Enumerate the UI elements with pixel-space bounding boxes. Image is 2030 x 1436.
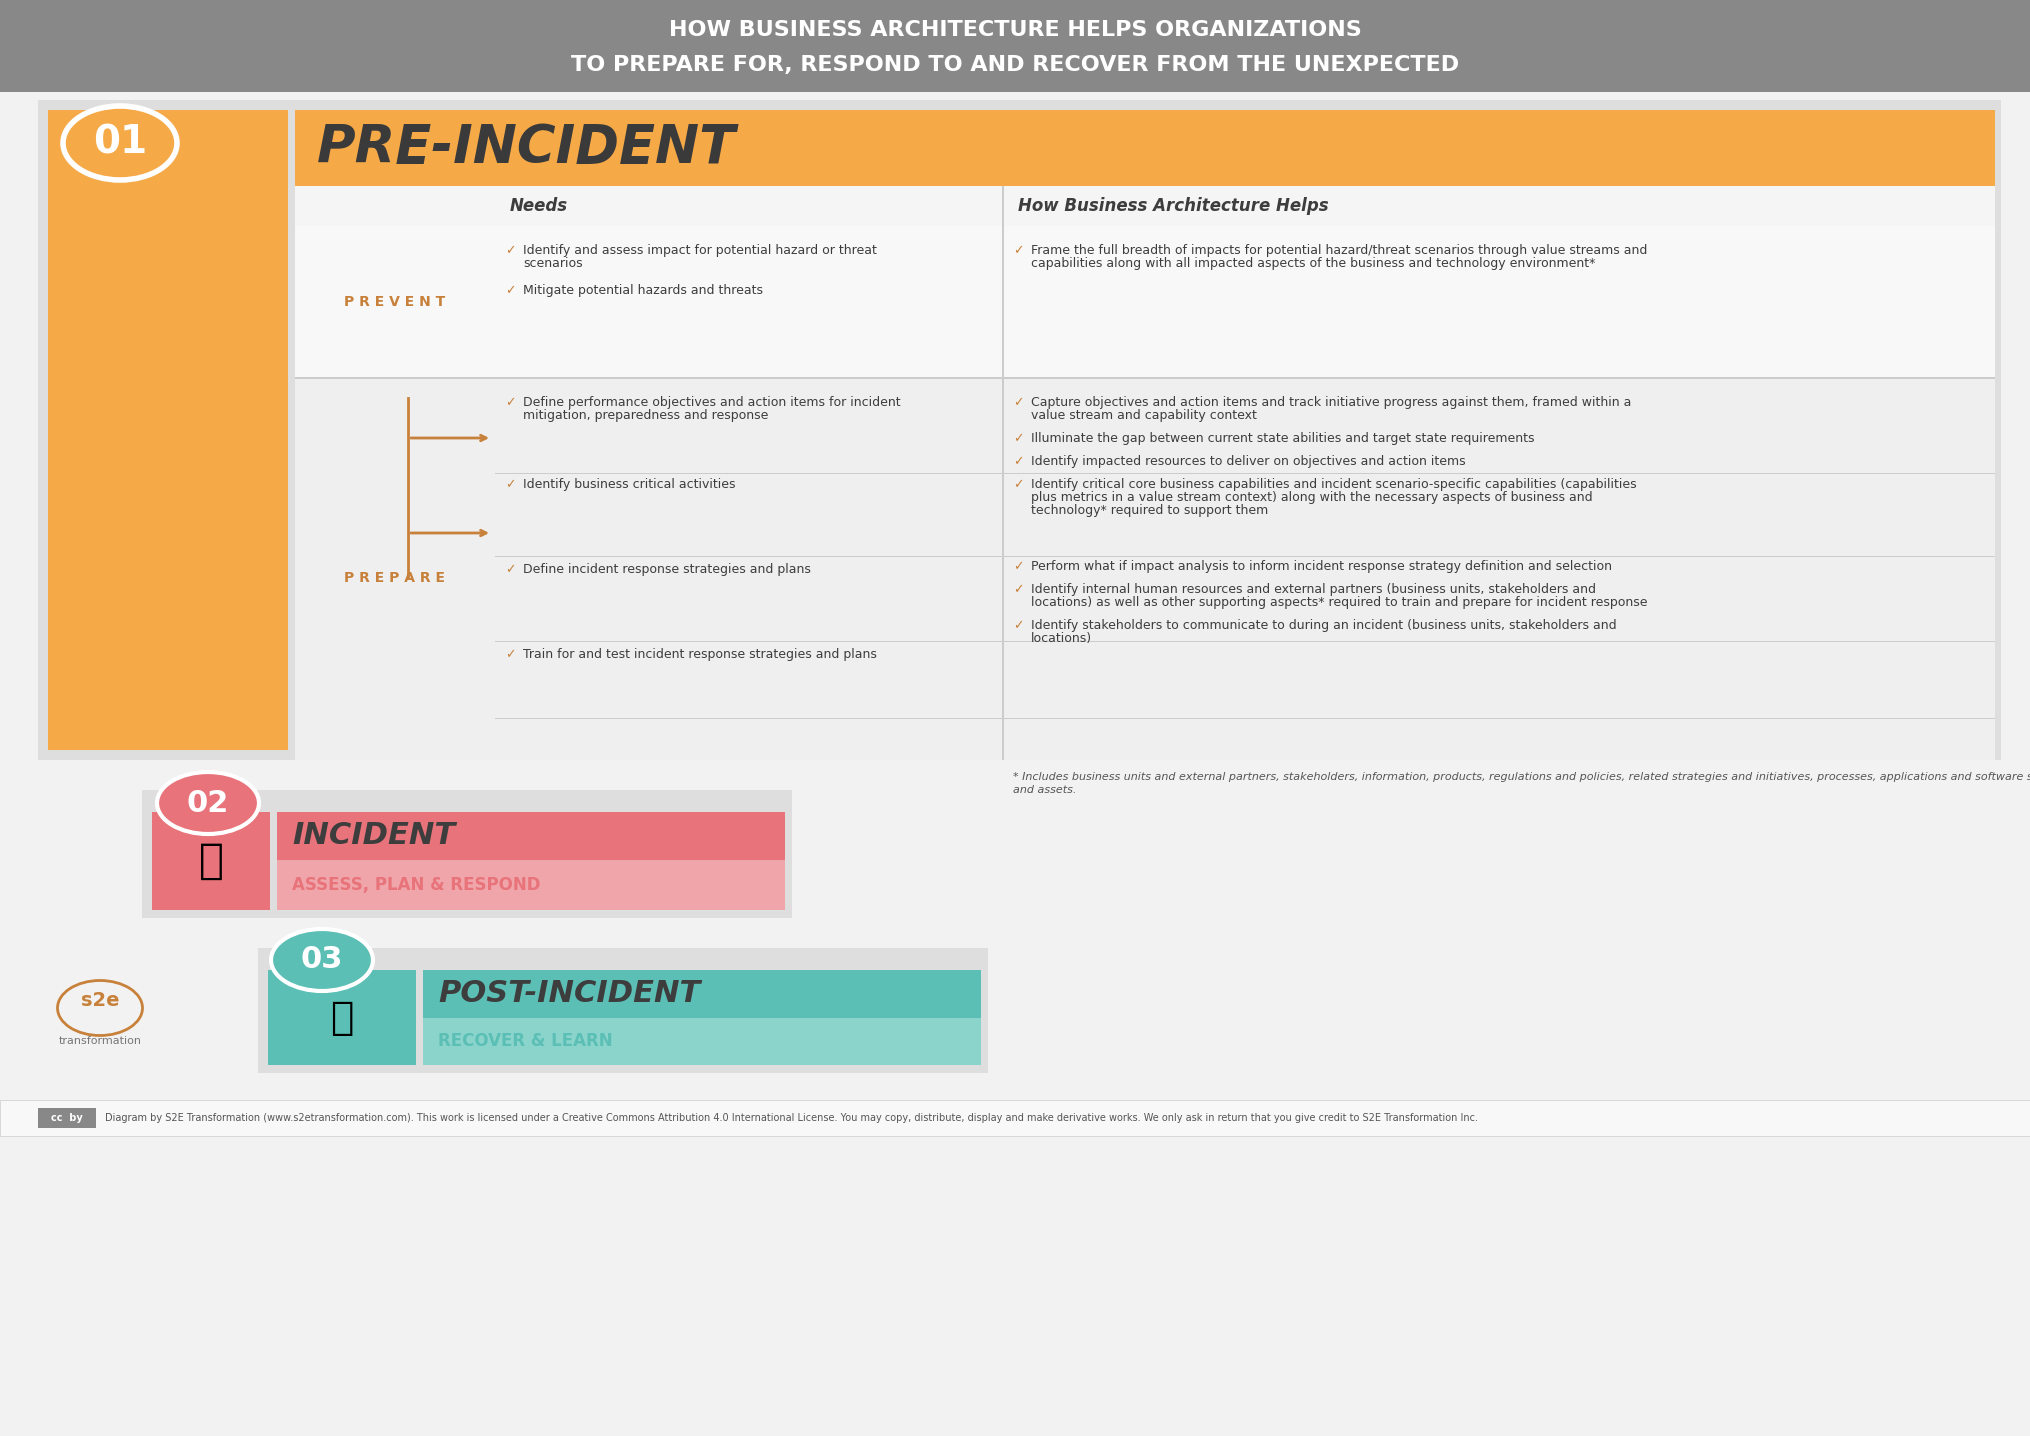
Text: Identify business critical activities: Identify business critical activities [524, 478, 735, 491]
Text: Needs: Needs [510, 197, 568, 215]
Text: mitigation, preparedness and response: mitigation, preparedness and response [524, 409, 767, 422]
Text: Perform what if impact analysis to inform incident response strategy definition : Perform what if impact analysis to infor… [1031, 560, 1612, 573]
Text: HOW BUSINESS ARCHITECTURE HELPS ORGANIZATIONS: HOW BUSINESS ARCHITECTURE HELPS ORGANIZA… [668, 20, 1360, 40]
Text: 01: 01 [93, 123, 146, 162]
Text: ✓: ✓ [505, 478, 516, 491]
Text: Identify internal human resources and external partners (business units, stakeho: Identify internal human resources and ex… [1031, 583, 1596, 596]
Text: cc  by: cc by [51, 1113, 83, 1123]
Text: P R E P A R E: P R E P A R E [345, 572, 445, 584]
Text: ✓: ✓ [1013, 619, 1023, 632]
Text: locations) as well as other supporting aspects* required to train and prepare fo: locations) as well as other supporting a… [1031, 596, 1646, 609]
Bar [0, 1100, 2030, 1136]
Text: ✓: ✓ [505, 284, 516, 297]
Text: How Business Architecture Helps: How Business Architecture Helps [1017, 197, 1328, 215]
Text: s2e: s2e [81, 991, 120, 1010]
Bar [294, 225, 1993, 378]
Text: locations): locations) [1031, 632, 1092, 645]
Text: ✓: ✓ [1013, 244, 1023, 257]
Text: ASSESS, PLAN & RESPOND: ASSESS, PLAN & RESPOND [292, 876, 540, 895]
Bar [39, 1109, 95, 1129]
Text: Identify stakeholders to communicate to during an incident (business units, stak: Identify stakeholders to communicate to … [1031, 619, 1616, 632]
Bar [294, 187, 1993, 225]
Text: technology* required to support them: technology* required to support them [1031, 504, 1267, 517]
Text: ✓: ✓ [505, 648, 516, 661]
Text: ✓: ✓ [505, 396, 516, 409]
Text: ✓: ✓ [1013, 478, 1023, 491]
Text: PRE-INCIDENT: PRE-INCIDENT [317, 122, 735, 174]
Bar [0, 0, 2030, 92]
Text: Illuminate the gap between current state abilities and target state requirements: Illuminate the gap between current state… [1031, 432, 1535, 445]
Text: Train for and test incident response strategies and plans: Train for and test incident response str… [524, 648, 877, 661]
Text: * Includes business units and external partners, stakeholders, information, prod: * Includes business units and external p… [1013, 773, 2030, 783]
Bar [49, 111, 288, 750]
Text: Define incident response strategies and plans: Define incident response strategies and … [524, 563, 810, 576]
Text: Identify and assess impact for potential hazard or threat: Identify and assess impact for potential… [524, 244, 877, 257]
Text: RECOVER & LEARN: RECOVER & LEARN [438, 1032, 613, 1051]
Bar [294, 378, 1993, 379]
Text: ✓: ✓ [505, 244, 516, 257]
Text: ✓: ✓ [505, 563, 516, 576]
Text: transformation: transformation [59, 1035, 142, 1045]
Text: POST-INCIDENT: POST-INCIDENT [438, 979, 700, 1008]
Text: 03: 03 [300, 945, 343, 975]
Bar [294, 378, 1993, 760]
Bar [276, 860, 786, 910]
Text: Capture objectives and action items and track initiative progress against them, : Capture objectives and action items and … [1031, 396, 1630, 409]
Text: TO PREPARE FOR, RESPOND TO AND RECOVER FROM THE UNEXPECTED: TO PREPARE FOR, RESPOND TO AND RECOVER F… [570, 55, 1458, 75]
Bar [142, 790, 792, 918]
Bar [39, 101, 2000, 760]
Text: Identify impacted resources to deliver on objectives and action items: Identify impacted resources to deliver o… [1031, 455, 1466, 468]
Bar [268, 969, 416, 1066]
Text: 🌐: 🌐 [331, 998, 353, 1037]
Ellipse shape [270, 929, 374, 991]
Ellipse shape [63, 106, 177, 180]
Bar [258, 948, 987, 1073]
Bar [276, 811, 786, 860]
Text: capabilities along with all impacted aspects of the business and technology envi: capabilities along with all impacted asp… [1031, 257, 1596, 270]
Text: ✓: ✓ [1013, 455, 1023, 468]
Bar [152, 811, 270, 910]
Ellipse shape [156, 773, 260, 834]
Text: P R E V E N T: P R E V E N T [345, 294, 445, 309]
Text: Identify critical core business capabilities and incident scenario-specific capa: Identify critical core business capabili… [1031, 478, 1636, 491]
Text: 02: 02 [187, 788, 229, 817]
Text: plus metrics in a value stream context) along with the necessary aspects of busi: plus metrics in a value stream context) … [1031, 491, 1592, 504]
Text: Mitigate potential hazards and threats: Mitigate potential hazards and threats [524, 284, 763, 297]
Text: Diagram by S2E Transformation (www.s2etransformation.com). This work is licensed: Diagram by S2E Transformation (www.s2etr… [106, 1113, 1478, 1123]
Text: ✓: ✓ [1013, 432, 1023, 445]
Text: Define performance objectives and action items for incident: Define performance objectives and action… [524, 396, 899, 409]
Text: and assets.: and assets. [1013, 785, 1076, 796]
Text: ✓: ✓ [1013, 560, 1023, 573]
Text: scenarios: scenarios [524, 257, 583, 270]
Text: value stream and capability context: value stream and capability context [1031, 409, 1257, 422]
Text: ✓: ✓ [1013, 583, 1023, 596]
Bar [294, 111, 1993, 187]
Bar [422, 1018, 980, 1066]
Text: 🔥: 🔥 [199, 840, 223, 882]
Bar [422, 969, 980, 1018]
Text: ✓: ✓ [1013, 396, 1023, 409]
Text: Frame the full breadth of impacts for potential hazard/threat scenarios through : Frame the full breadth of impacts for po… [1031, 244, 1646, 257]
Text: INCIDENT: INCIDENT [292, 821, 455, 850]
